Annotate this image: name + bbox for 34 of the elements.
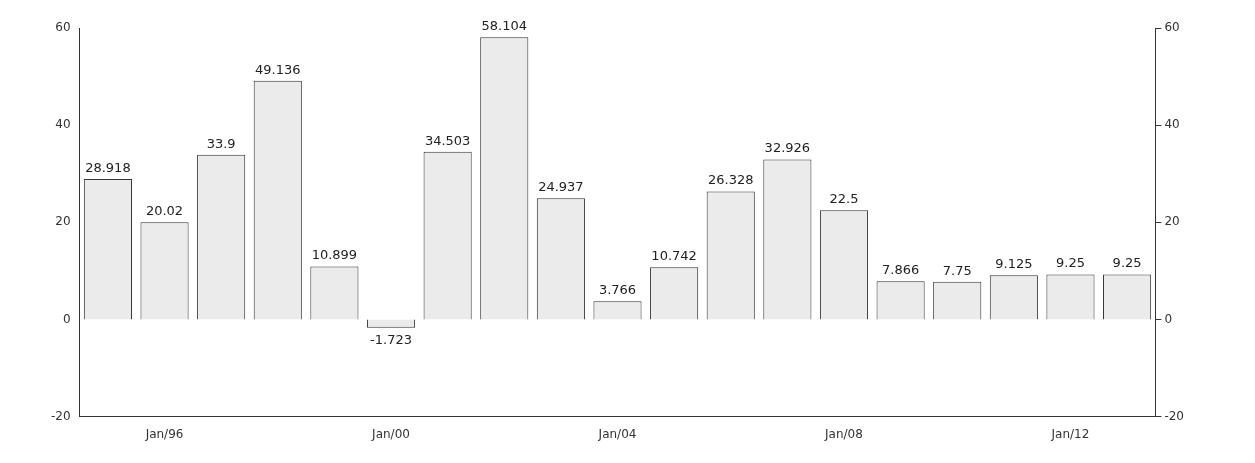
data-label: 32.926 xyxy=(764,140,811,156)
data-label: 20.02 xyxy=(145,203,184,219)
y-tick-label: -20 xyxy=(50,408,71,423)
data-label: 10.899 xyxy=(311,247,358,263)
y2-tick-label: 20 xyxy=(1164,214,1180,229)
data-label: 24.937 xyxy=(538,179,584,195)
data-label: 22.5 xyxy=(829,191,859,207)
data-label: 58.104 xyxy=(481,18,528,34)
x-tick-label: Jan/08 xyxy=(824,426,863,441)
data-label: 9.125 xyxy=(995,256,1033,271)
data-label: -1.723 xyxy=(370,331,412,347)
data-label: 26.328 xyxy=(707,172,754,188)
y-tick-label: 40 xyxy=(55,117,71,132)
data-label: 9.25 xyxy=(1112,255,1142,271)
data-label: 28.918 xyxy=(85,159,131,175)
data-label: 10.742 xyxy=(651,248,697,264)
x-tick-label: Jan/12 xyxy=(1050,426,1090,441)
data-label: 34.503 xyxy=(424,132,471,148)
x-tick-label: Jan/04 xyxy=(597,426,637,441)
data-label: 3.766 xyxy=(598,282,637,298)
x-tick-label: Jan/00 xyxy=(371,426,410,441)
data-label: 9.25 xyxy=(1055,255,1085,271)
data-label: 49.136 xyxy=(255,61,301,77)
data-label: 7.75 xyxy=(942,262,972,278)
y2-tick-label: 0 xyxy=(1164,311,1173,326)
y-tick-label: 20 xyxy=(55,214,71,229)
data-label: 33.9 xyxy=(206,135,236,151)
x-tick-label: Jan/96 xyxy=(144,426,184,441)
y2-tick-label: 40 xyxy=(1164,117,1180,132)
y2-tick-label: 60 xyxy=(1164,20,1180,35)
data-label: 7.866 xyxy=(882,262,920,278)
y2-tick-label: -20 xyxy=(1164,408,1185,423)
y-tick-label: 0 xyxy=(62,311,71,326)
y-tick-label: 60 xyxy=(55,20,71,35)
